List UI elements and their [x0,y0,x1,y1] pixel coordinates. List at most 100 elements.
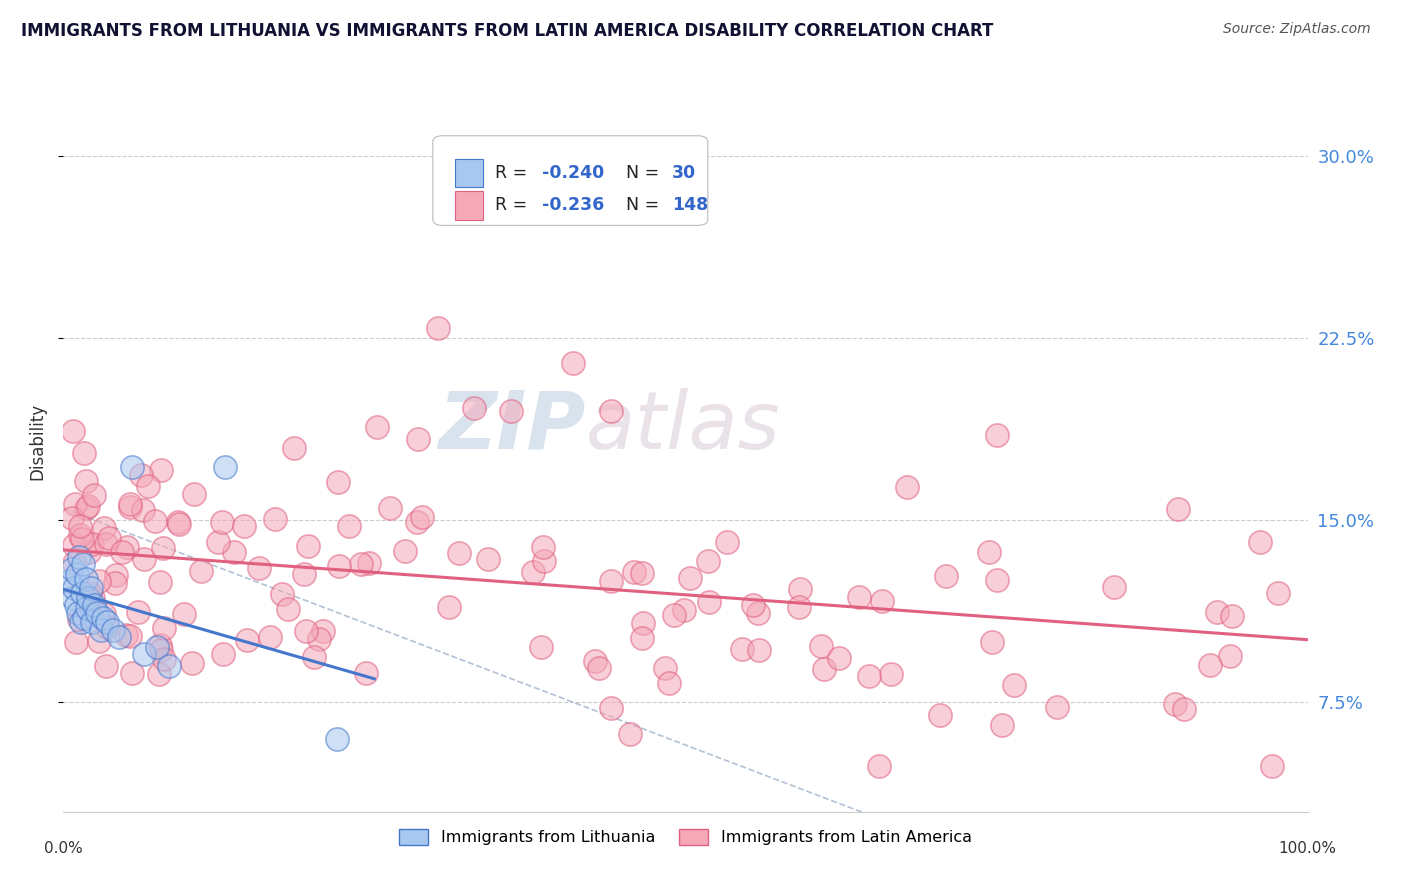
Point [134,647,156,661]
Point [94,536,117,550]
Point [63,556,86,570]
Point [741,598,763,612]
Point [136,478,159,492]
Point [173,607,195,621]
Point [63,538,86,552]
Point [79,582,101,596]
Point [747,643,769,657]
Point [97,531,120,545]
Point [80,537,103,551]
Point [62,424,84,438]
Point [73,446,96,460]
Point [583,654,606,668]
Point [96,620,118,634]
Point [292,567,315,582]
Point [183,487,205,501]
Point [277,601,299,615]
Point [232,519,254,533]
Point [406,516,429,530]
Point [72,532,94,546]
Point [69,615,91,630]
Point [105,567,128,582]
Text: ZIP: ZIP [439,388,586,466]
Point [211,515,233,529]
Point [70,586,93,600]
Point [101,623,124,637]
Point [308,632,330,647]
Point [1102,580,1125,594]
Text: 30: 30 [672,164,696,182]
Point [848,590,870,604]
Point [731,642,754,657]
Point [630,566,652,580]
Point [1046,700,1069,714]
Point [145,640,167,654]
Point [986,428,1008,442]
Point [65,635,87,649]
Point [79,545,101,559]
Point [86,606,108,620]
Point [148,667,170,681]
Point [716,534,738,549]
Point [679,570,702,584]
Point [72,557,94,571]
Point [1164,697,1187,711]
Point [94,659,117,673]
Point [378,501,401,516]
Point [80,607,103,622]
Point [69,519,91,533]
Point [120,628,142,642]
Point [1249,535,1271,549]
Point [1261,759,1284,773]
Point [83,599,105,613]
Point [58,574,80,588]
Point [980,635,1002,649]
Point [810,639,832,653]
Point [247,561,270,575]
Point [787,599,810,614]
Point [104,576,127,591]
Point [1199,658,1222,673]
Point [1267,586,1289,600]
Point [120,500,142,515]
Point [631,631,654,645]
Point [271,587,294,601]
Point [60,562,83,576]
Point [207,535,229,549]
Point [83,488,105,502]
Text: Source: ZipAtlas.com: Source: ZipAtlas.com [1223,22,1371,37]
Point [1220,609,1243,624]
Point [76,600,98,615]
Point [149,638,172,652]
Point [259,630,281,644]
Point [600,574,623,588]
Point [562,356,585,370]
Point [986,573,1008,587]
Point [896,480,918,494]
Point [283,441,305,455]
Text: N =: N = [626,196,665,214]
Point [143,514,166,528]
Point [475,186,498,200]
Point [190,564,212,578]
Text: atlas: atlas [586,388,780,466]
Point [69,549,91,564]
Point [89,634,111,648]
Point [977,545,1000,559]
Point [1002,678,1025,692]
Point [62,591,84,606]
Point [990,718,1012,732]
Point [312,624,335,638]
Point [789,582,811,596]
Point [531,541,554,555]
Point [350,557,373,571]
Point [406,432,429,446]
Point [599,404,621,418]
Point [297,539,319,553]
Point [427,321,450,335]
Point [131,467,153,482]
Point [75,500,97,515]
Point [120,498,142,512]
Point [114,627,136,641]
Point [411,509,433,524]
